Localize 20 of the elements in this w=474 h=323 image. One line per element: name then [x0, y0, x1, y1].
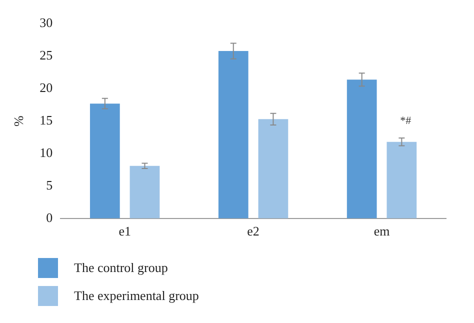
y-tick-label: 30: [40, 15, 53, 30]
bar: [218, 51, 248, 218]
x-tick-label: e1: [118, 224, 131, 239]
legend-label: The control group: [74, 260, 168, 276]
y-tick-label: 0: [46, 210, 53, 225]
y-tick-label: 20: [40, 80, 53, 96]
bar: [130, 166, 160, 218]
bar: [90, 104, 120, 218]
legend-label: The experimental group: [74, 288, 199, 304]
y-tick-label: 5: [46, 177, 53, 192]
y-tick-label: 10: [40, 144, 53, 160]
bar: [258, 119, 288, 218]
y-tick-label: 15: [40, 112, 53, 128]
y-axis-title: %: [11, 116, 26, 127]
bar: [386, 142, 417, 218]
x-tick-label: em: [374, 224, 390, 239]
bar: [346, 80, 377, 218]
y-tick-label: 25: [40, 48, 53, 63]
x-tick-label: e2: [247, 224, 260, 239]
annotation: *#: [400, 115, 412, 128]
